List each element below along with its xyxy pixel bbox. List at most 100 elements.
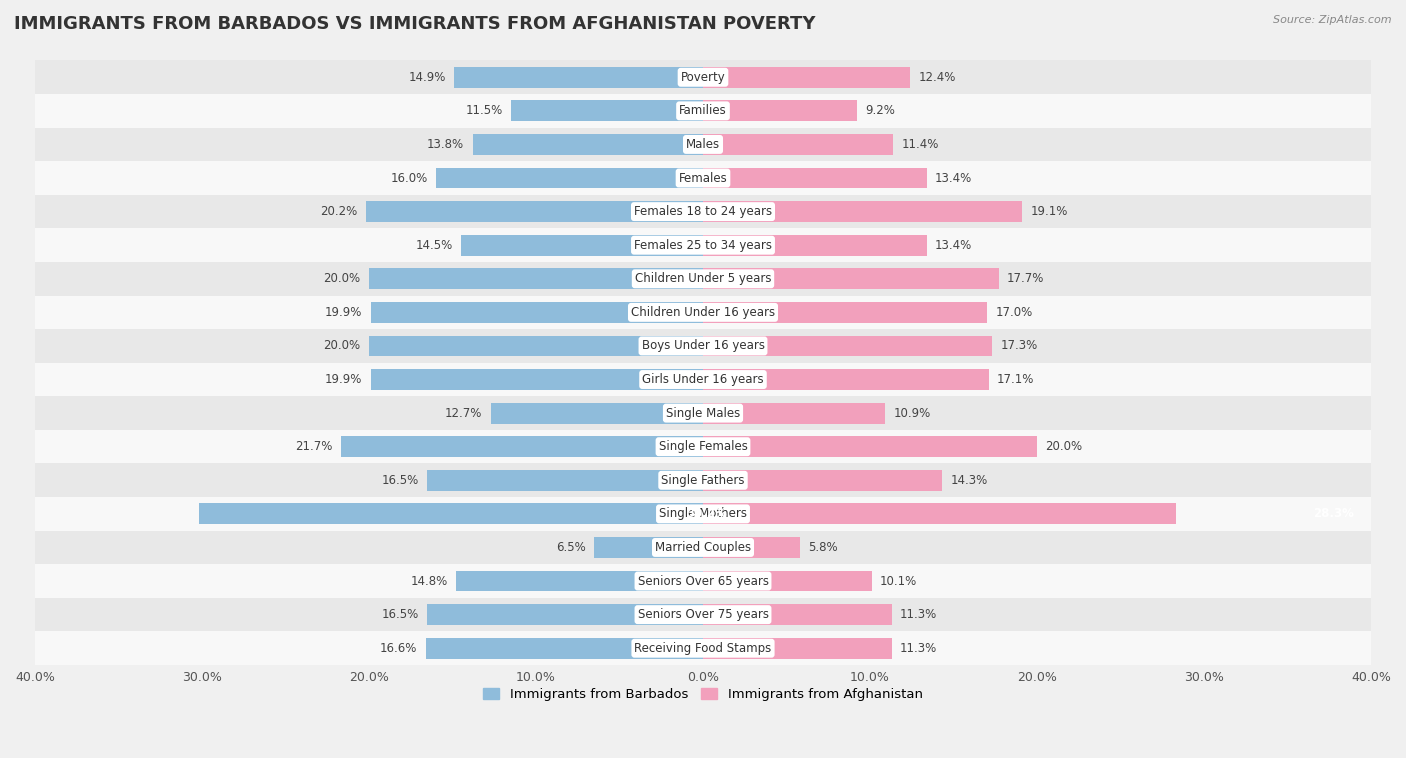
Text: 14.5%: 14.5%	[415, 239, 453, 252]
Text: 5.8%: 5.8%	[808, 541, 838, 554]
Bar	[510, 101, 703, 121]
Bar	[35, 396, 1371, 430]
Text: 19.9%: 19.9%	[325, 373, 363, 386]
Text: 17.7%: 17.7%	[1007, 272, 1045, 285]
Bar	[340, 437, 703, 457]
Bar	[371, 369, 703, 390]
Text: 13.4%: 13.4%	[935, 171, 973, 184]
Bar	[371, 302, 703, 323]
Text: 10.9%: 10.9%	[893, 406, 931, 420]
Text: 13.8%: 13.8%	[427, 138, 464, 151]
Bar	[35, 262, 1371, 296]
Bar	[491, 402, 703, 424]
Bar	[35, 363, 1371, 396]
Text: 17.1%: 17.1%	[997, 373, 1035, 386]
Text: Females 25 to 34 years: Females 25 to 34 years	[634, 239, 772, 252]
Text: 30.2%: 30.2%	[686, 507, 727, 521]
Bar	[703, 134, 893, 155]
Text: 12.7%: 12.7%	[446, 406, 482, 420]
Text: 16.6%: 16.6%	[380, 642, 418, 655]
Bar	[366, 201, 703, 222]
Bar	[703, 470, 942, 490]
Bar	[427, 604, 703, 625]
Bar	[35, 564, 1371, 598]
Bar	[35, 127, 1371, 161]
Text: Seniors Over 65 years: Seniors Over 65 years	[637, 575, 769, 587]
Bar	[703, 571, 872, 591]
Text: 14.9%: 14.9%	[408, 70, 446, 84]
Text: Poverty: Poverty	[681, 70, 725, 84]
Bar	[461, 235, 703, 255]
Text: 19.1%: 19.1%	[1031, 205, 1067, 218]
Text: Boys Under 16 years: Boys Under 16 years	[641, 340, 765, 352]
Text: Single Males: Single Males	[666, 406, 740, 420]
Bar	[703, 268, 998, 290]
Bar	[35, 228, 1371, 262]
Text: 20.0%: 20.0%	[1046, 440, 1083, 453]
Text: 6.5%: 6.5%	[557, 541, 586, 554]
Text: 9.2%: 9.2%	[865, 105, 894, 117]
Text: Children Under 5 years: Children Under 5 years	[634, 272, 772, 285]
Text: Single Females: Single Females	[658, 440, 748, 453]
Text: Single Fathers: Single Fathers	[661, 474, 745, 487]
Bar	[35, 463, 1371, 497]
Bar	[35, 497, 1371, 531]
Text: 11.3%: 11.3%	[900, 642, 938, 655]
Text: 16.0%: 16.0%	[391, 171, 427, 184]
Text: 11.4%: 11.4%	[901, 138, 939, 151]
Bar	[703, 67, 910, 88]
Bar	[703, 437, 1038, 457]
Bar	[703, 369, 988, 390]
Bar	[35, 631, 1371, 665]
Text: 12.4%: 12.4%	[918, 70, 956, 84]
Bar	[456, 571, 703, 591]
Bar	[426, 637, 703, 659]
Bar	[35, 531, 1371, 564]
Text: Males: Males	[686, 138, 720, 151]
Bar	[368, 336, 703, 356]
Bar	[703, 604, 891, 625]
Text: Females: Females	[679, 171, 727, 184]
Bar	[703, 101, 856, 121]
Text: 28.3%: 28.3%	[1313, 507, 1354, 521]
Bar	[703, 537, 800, 558]
Bar	[703, 235, 927, 255]
Bar	[35, 329, 1371, 363]
Text: Families: Families	[679, 105, 727, 117]
Bar	[427, 470, 703, 490]
Text: Girls Under 16 years: Girls Under 16 years	[643, 373, 763, 386]
Bar	[35, 94, 1371, 127]
Bar	[703, 503, 1175, 525]
Bar	[35, 61, 1371, 94]
Bar	[703, 302, 987, 323]
Text: Source: ZipAtlas.com: Source: ZipAtlas.com	[1274, 15, 1392, 25]
Text: Receiving Food Stamps: Receiving Food Stamps	[634, 642, 772, 655]
Text: 21.7%: 21.7%	[295, 440, 332, 453]
Bar	[703, 201, 1022, 222]
Text: 20.2%: 20.2%	[321, 205, 357, 218]
Bar	[703, 402, 884, 424]
Bar	[595, 537, 703, 558]
Text: 14.3%: 14.3%	[950, 474, 987, 487]
Text: Seniors Over 75 years: Seniors Over 75 years	[637, 608, 769, 621]
Text: 20.0%: 20.0%	[323, 340, 360, 352]
Bar	[35, 195, 1371, 228]
Text: 16.5%: 16.5%	[382, 608, 419, 621]
Bar	[472, 134, 703, 155]
Text: 14.8%: 14.8%	[411, 575, 447, 587]
Text: 17.3%: 17.3%	[1000, 340, 1038, 352]
Bar	[703, 168, 927, 189]
Text: Children Under 16 years: Children Under 16 years	[631, 306, 775, 319]
Text: Married Couples: Married Couples	[655, 541, 751, 554]
Legend: Immigrants from Barbados, Immigrants from Afghanistan: Immigrants from Barbados, Immigrants fro…	[478, 683, 928, 706]
Bar	[198, 503, 703, 525]
Text: IMMIGRANTS FROM BARBADOS VS IMMIGRANTS FROM AFGHANISTAN POVERTY: IMMIGRANTS FROM BARBADOS VS IMMIGRANTS F…	[14, 15, 815, 33]
Bar	[35, 430, 1371, 463]
Text: 11.3%: 11.3%	[900, 608, 938, 621]
Text: Single Mothers: Single Mothers	[659, 507, 747, 521]
Bar	[35, 161, 1371, 195]
Bar	[703, 336, 993, 356]
Text: 16.5%: 16.5%	[382, 474, 419, 487]
Bar	[35, 296, 1371, 329]
Bar	[454, 67, 703, 88]
